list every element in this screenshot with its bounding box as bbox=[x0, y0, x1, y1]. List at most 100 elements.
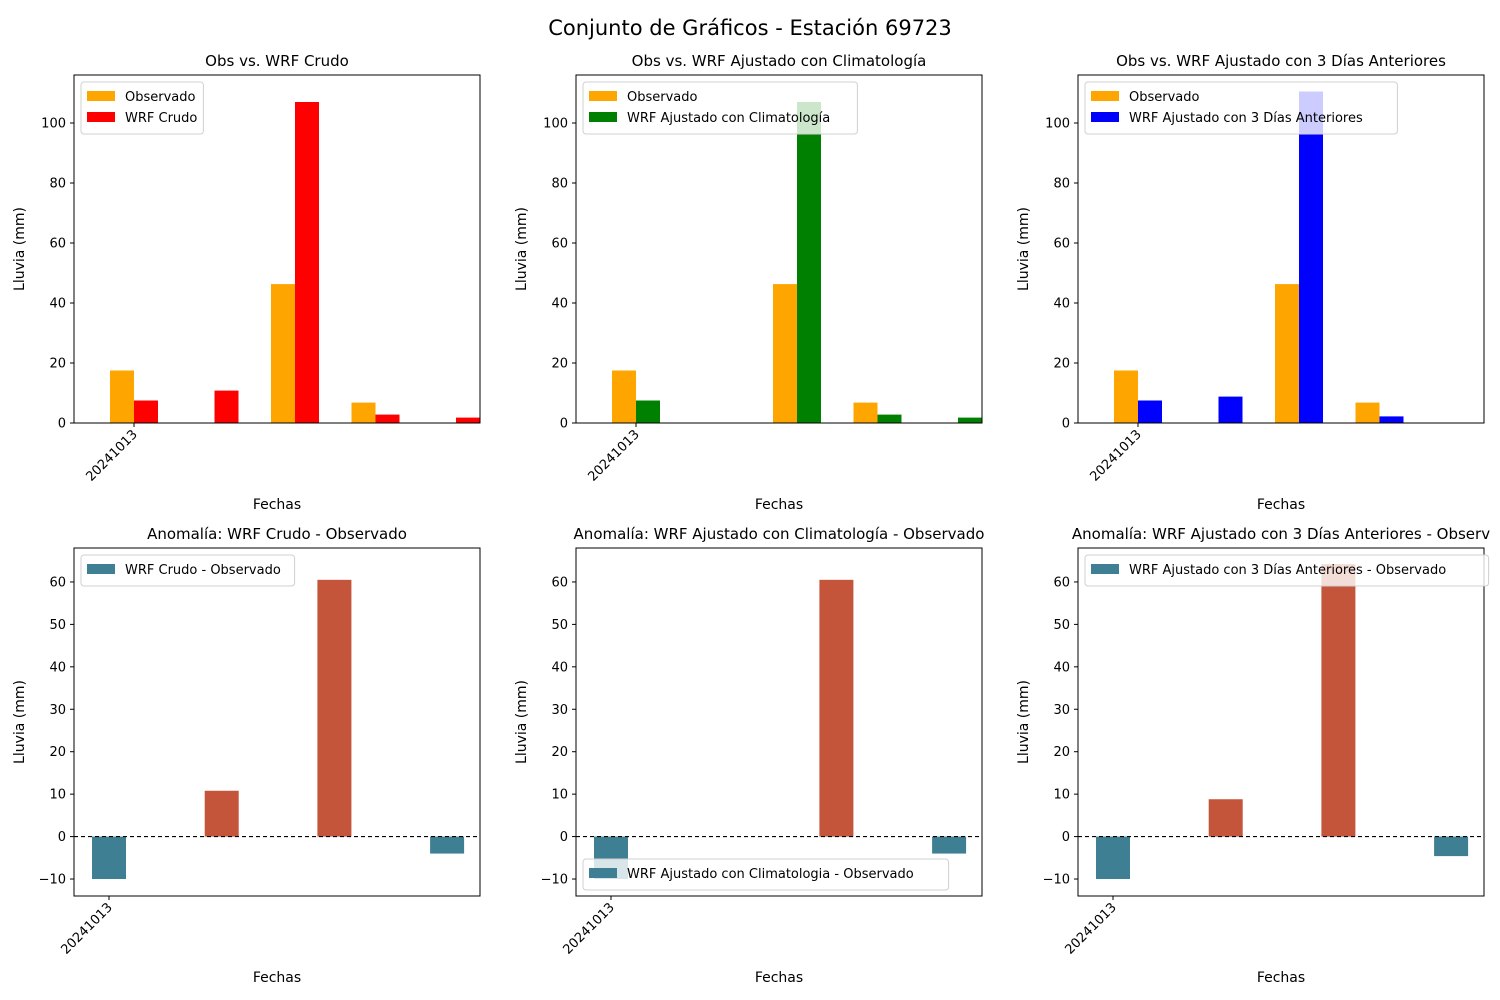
bar-observado-0 bbox=[1114, 370, 1138, 423]
y-tick-label: 50 bbox=[1053, 618, 1070, 633]
legend-swatch bbox=[1091, 91, 1119, 101]
y-tick-label: 40 bbox=[49, 297, 66, 312]
y-tick-label: 20 bbox=[49, 745, 66, 760]
bar-wrf-3 bbox=[375, 414, 400, 423]
y-tick-label: 20 bbox=[49, 357, 66, 372]
y-tick-label: 100 bbox=[1045, 117, 1070, 132]
y-axis-label: Lluvia (mm) bbox=[12, 207, 28, 291]
bar-observado-2 bbox=[1275, 284, 1299, 423]
bar-wrf-1 bbox=[1218, 396, 1243, 423]
y-axis-label: Lluvia (mm) bbox=[514, 207, 530, 291]
legend-swatch bbox=[1091, 564, 1119, 574]
y-tick-label: 0 bbox=[560, 830, 568, 845]
chart-panel-3: Obs vs. WRF Ajustado con 3 Días Anterior… bbox=[1016, 52, 1485, 513]
bar-observado-2 bbox=[271, 284, 295, 423]
y-tick-label: 0 bbox=[58, 417, 66, 432]
legend-swatch bbox=[87, 112, 115, 122]
plot-frame bbox=[1077, 547, 1485, 897]
legend-box bbox=[1084, 554, 1490, 587]
y-tick-label: 20 bbox=[551, 745, 568, 760]
bar-anomaly-3 bbox=[1434, 836, 1469, 857]
y-tick-label: 0 bbox=[1062, 417, 1070, 432]
chart-title: Anomalía: WRF Ajustado con 3 Días Anteri… bbox=[1072, 525, 1490, 543]
y-tick-label: 20 bbox=[1053, 745, 1070, 760]
bar-wrf-4 bbox=[958, 417, 982, 423]
legend: Observado WRF Crudo bbox=[80, 81, 204, 135]
y-tick-label: 40 bbox=[551, 660, 568, 675]
legend-label: Observado bbox=[627, 90, 698, 105]
chart-title: Obs vs. WRF Crudo bbox=[205, 52, 349, 70]
bar-observado-3 bbox=[351, 402, 376, 423]
bar-wrf-0 bbox=[134, 400, 158, 423]
legend-label: WRF Ajustado con 3 Días Anteriores - Obs… bbox=[1129, 563, 1446, 578]
y-tick-label: 80 bbox=[49, 177, 66, 192]
figure-title: Conjunto de Gráficos - Estación 69723 bbox=[548, 16, 952, 40]
bar-observado-2 bbox=[773, 284, 797, 423]
bar-anomaly-2 bbox=[819, 579, 854, 837]
y-tick-label: 80 bbox=[551, 177, 568, 192]
bar-wrf-2 bbox=[295, 102, 319, 423]
y-axis-label: Lluvia (mm) bbox=[1016, 207, 1032, 291]
plot-frame bbox=[73, 74, 481, 424]
chart-panel-4: Anomalía: WRF Crudo - Observado −10 0 10 20 3… bbox=[12, 525, 481, 986]
x-tick-label: 20241013 bbox=[1062, 900, 1119, 957]
legend-label: WRF Ajustado con Climatología bbox=[627, 111, 830, 126]
chart-panel-5: Anomalía: WRF Ajustado con Climatología … bbox=[514, 525, 984, 986]
legend-swatch bbox=[589, 112, 617, 122]
bar-anomaly-3 bbox=[430, 836, 465, 854]
chart-panel-1: Obs vs. WRF Crudo 0 20 40 60 80 100 20241013 Fec… bbox=[12, 52, 481, 513]
y-tick-label: 60 bbox=[49, 575, 66, 590]
legend-swatch bbox=[589, 868, 617, 878]
y-tick-label: −10 bbox=[39, 873, 66, 888]
x-axis-label: Fechas bbox=[755, 497, 803, 513]
legend-box bbox=[582, 81, 858, 135]
y-tick-label: 40 bbox=[1053, 297, 1070, 312]
y-axis-label: Lluvia (mm) bbox=[12, 680, 28, 764]
plot-frame bbox=[575, 74, 983, 424]
x-tick-label: 20241013 bbox=[560, 900, 617, 957]
bar-observado-3 bbox=[1355, 402, 1380, 423]
legend: WRF Ajustado con 3 Días Anteriores - Obs… bbox=[1084, 554, 1490, 587]
y-tick-label: 10 bbox=[49, 788, 66, 803]
bar-anomaly-0 bbox=[92, 836, 126, 880]
bar-wrf-2 bbox=[797, 102, 821, 423]
y-tick-label: 60 bbox=[551, 575, 568, 590]
bar-wrf-3 bbox=[1379, 416, 1404, 423]
chart-title: Obs vs. WRF Ajustado con Climatología bbox=[632, 52, 927, 70]
y-tick-label: 100 bbox=[41, 117, 66, 132]
chart-title: Anomalía: WRF Crudo - Observado bbox=[147, 525, 407, 543]
chart-panel-2: Obs vs. WRF Ajustado con Climatología 0 20… bbox=[514, 52, 983, 513]
legend-label: WRF Crudo bbox=[125, 111, 197, 126]
x-tick-label: 20241013 bbox=[83, 427, 140, 484]
y-tick-label: 60 bbox=[1053, 575, 1070, 590]
legend-swatch bbox=[87, 564, 115, 574]
y-tick-label: −10 bbox=[541, 873, 568, 888]
legend-swatch bbox=[1091, 112, 1119, 122]
y-tick-label: 0 bbox=[58, 830, 66, 845]
bar-wrf-4 bbox=[456, 417, 480, 423]
bar-observado-3 bbox=[853, 402, 878, 423]
x-tick-label: 20241013 bbox=[585, 427, 642, 484]
y-tick-label: 60 bbox=[49, 237, 66, 252]
x-axis-label: Fechas bbox=[1257, 497, 1305, 513]
legend: WRF Ajustado con Climatologia - Observad… bbox=[582, 858, 950, 891]
x-axis-label: Fechas bbox=[253, 497, 301, 513]
bar-anomaly-2 bbox=[317, 579, 352, 837]
y-tick-label: 10 bbox=[1053, 788, 1070, 803]
y-tick-label: 40 bbox=[1053, 660, 1070, 675]
plot-frame bbox=[73, 547, 481, 897]
y-tick-label: 30 bbox=[49, 703, 66, 718]
y-tick-label: −10 bbox=[1043, 873, 1070, 888]
y-tick-label: 20 bbox=[1053, 357, 1070, 372]
bar-wrf-2 bbox=[1299, 91, 1323, 423]
y-tick-label: 0 bbox=[560, 417, 568, 432]
legend-label: WRF Ajustado con Climatologia - Observad… bbox=[627, 867, 914, 882]
chart-title: Obs vs. WRF Ajustado con 3 Días Anterior… bbox=[1116, 52, 1446, 70]
legend-box bbox=[80, 554, 296, 587]
y-tick-label: 80 bbox=[1053, 177, 1070, 192]
plot-frame bbox=[575, 547, 983, 897]
x-axis-label: Fechas bbox=[253, 970, 301, 986]
legend-swatch bbox=[87, 91, 115, 101]
y-tick-label: 60 bbox=[551, 237, 568, 252]
